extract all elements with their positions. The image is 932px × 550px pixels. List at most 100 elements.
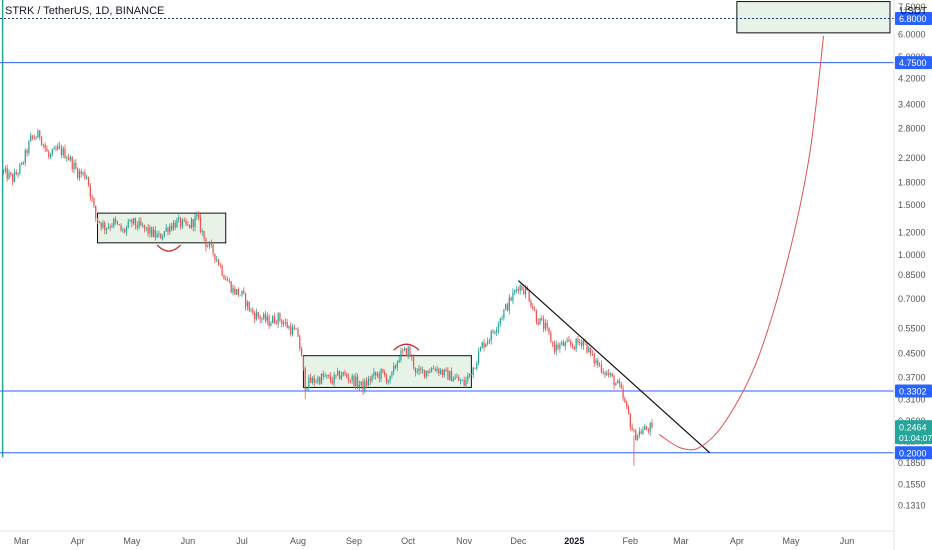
candle-body <box>254 312 256 320</box>
candle-body <box>297 328 299 337</box>
candle-body <box>402 350 404 352</box>
candle-body <box>123 229 126 232</box>
candle-body <box>335 374 337 376</box>
candle-body <box>508 297 510 311</box>
candle-body <box>476 363 478 369</box>
candle-body <box>87 177 90 186</box>
candle-body <box>120 225 122 231</box>
candle-body <box>295 328 297 330</box>
candle-body <box>533 308 536 311</box>
price-axis[interactable]: 7.50006.00005.00004.20003.40002.80002.20… <box>898 2 926 511</box>
candle-body <box>651 422 653 428</box>
candle-body <box>185 220 187 225</box>
candle-body <box>398 360 400 363</box>
x-tick-label: May <box>123 536 141 546</box>
candle-body <box>299 336 301 349</box>
candle-body <box>196 214 198 217</box>
candle-body <box>539 317 541 325</box>
candle-body <box>237 289 240 296</box>
candle-body <box>17 173 19 175</box>
candle-body <box>593 354 595 364</box>
candle-body <box>192 219 194 228</box>
candle-body <box>217 259 220 266</box>
candle-body <box>635 430 637 441</box>
candle-body <box>620 383 622 389</box>
candle-body <box>385 375 388 383</box>
bar-countdown-label: 01:04:07 <box>899 433 932 443</box>
candle-body <box>163 231 165 237</box>
candle-body <box>472 367 474 375</box>
candle-body <box>606 372 608 375</box>
candle-body <box>44 144 46 149</box>
candle-body <box>365 381 368 386</box>
candle-body <box>53 148 55 150</box>
candle-body <box>640 431 642 434</box>
candle-body <box>443 369 445 376</box>
candle-body <box>367 378 370 386</box>
candle-body <box>293 327 296 330</box>
candle-body <box>425 370 427 377</box>
candle-body <box>452 379 454 382</box>
candle-body <box>134 218 137 226</box>
candle-body <box>568 340 570 342</box>
candle-body <box>49 154 52 157</box>
candle-body <box>288 326 290 329</box>
candle-body <box>561 342 563 345</box>
x-tick-label: Dec <box>510 536 527 546</box>
candle-body <box>40 137 43 145</box>
candle-body <box>167 227 169 233</box>
candle-body <box>505 304 507 310</box>
x-tick-label: Apr <box>730 536 744 546</box>
candle-body <box>609 373 612 375</box>
candle-body <box>322 373 324 377</box>
candle-body <box>10 172 12 175</box>
candle-body <box>15 172 17 175</box>
candle-body <box>149 227 151 234</box>
candle-body <box>158 233 160 235</box>
candle-body <box>26 150 28 154</box>
candle-body <box>418 368 420 372</box>
candle-body <box>434 369 436 371</box>
candle-body <box>459 380 462 382</box>
candle-body <box>277 313 279 324</box>
candle-body <box>152 229 155 237</box>
candle-body <box>136 225 138 228</box>
candle-body <box>340 375 342 379</box>
candle-body <box>219 265 221 267</box>
candle-body <box>456 377 458 379</box>
candle-body <box>273 316 276 324</box>
y-tick-label: 2.2000 <box>898 153 926 163</box>
candle-body <box>400 350 402 361</box>
candle-body <box>429 371 431 373</box>
candle-body <box>131 220 133 224</box>
candle-body <box>615 383 617 386</box>
candle-body <box>179 217 182 227</box>
x-tick-label: Mar <box>14 536 30 546</box>
candle-body <box>187 224 189 226</box>
candle-body <box>546 323 548 328</box>
candle-body <box>353 375 355 386</box>
candle-body <box>216 259 218 261</box>
candle-body <box>172 222 175 230</box>
candle-body <box>328 374 330 376</box>
candle-body <box>28 141 30 154</box>
candle-body <box>479 347 482 352</box>
candle-body <box>302 356 305 368</box>
time-axis[interactable]: Mar Apr May Jun Jul Aug Sep Oct Nov Dec 2025 Feb Mar… <box>14 536 854 546</box>
candle-body <box>356 376 359 387</box>
level-price-label-2-bg <box>895 384 932 398</box>
candle-body <box>375 372 377 376</box>
candle-body <box>409 347 411 357</box>
candle-body <box>421 369 424 371</box>
candle-body <box>362 381 364 392</box>
candle-body <box>636 434 639 441</box>
candle-body <box>449 371 451 380</box>
candle-body <box>503 309 505 318</box>
candle-body <box>611 373 613 377</box>
candle-body <box>411 356 413 358</box>
candle-body <box>467 375 469 380</box>
candle-body <box>552 342 554 344</box>
candle-body <box>161 236 164 239</box>
candle-body <box>169 226 171 233</box>
